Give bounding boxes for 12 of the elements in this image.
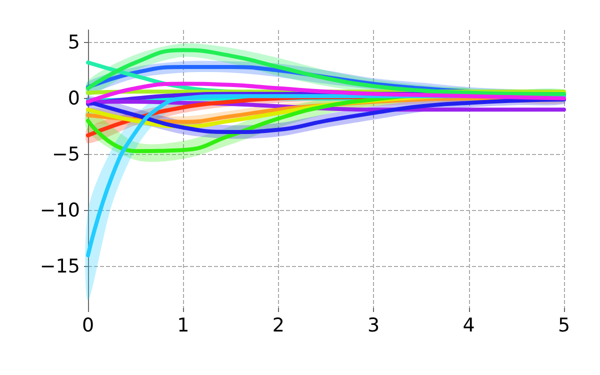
line-series: [86, 82, 566, 104]
x-tick-label: 1: [177, 314, 190, 336]
x-tick-label: 4: [462, 314, 475, 336]
y-tick-label: −15: [40, 256, 80, 278]
y-tick-label: −10: [40, 199, 80, 222]
y-tick-label: −5: [52, 143, 80, 166]
x-tick-label: 2: [272, 314, 284, 336]
x-tick-label: 5: [558, 314, 570, 336]
x-tick-label: 3: [368, 314, 380, 336]
x-tick-label: 0: [82, 314, 94, 336]
y-tick-label: 5: [68, 31, 80, 54]
y-tick-label: 0: [68, 87, 80, 110]
